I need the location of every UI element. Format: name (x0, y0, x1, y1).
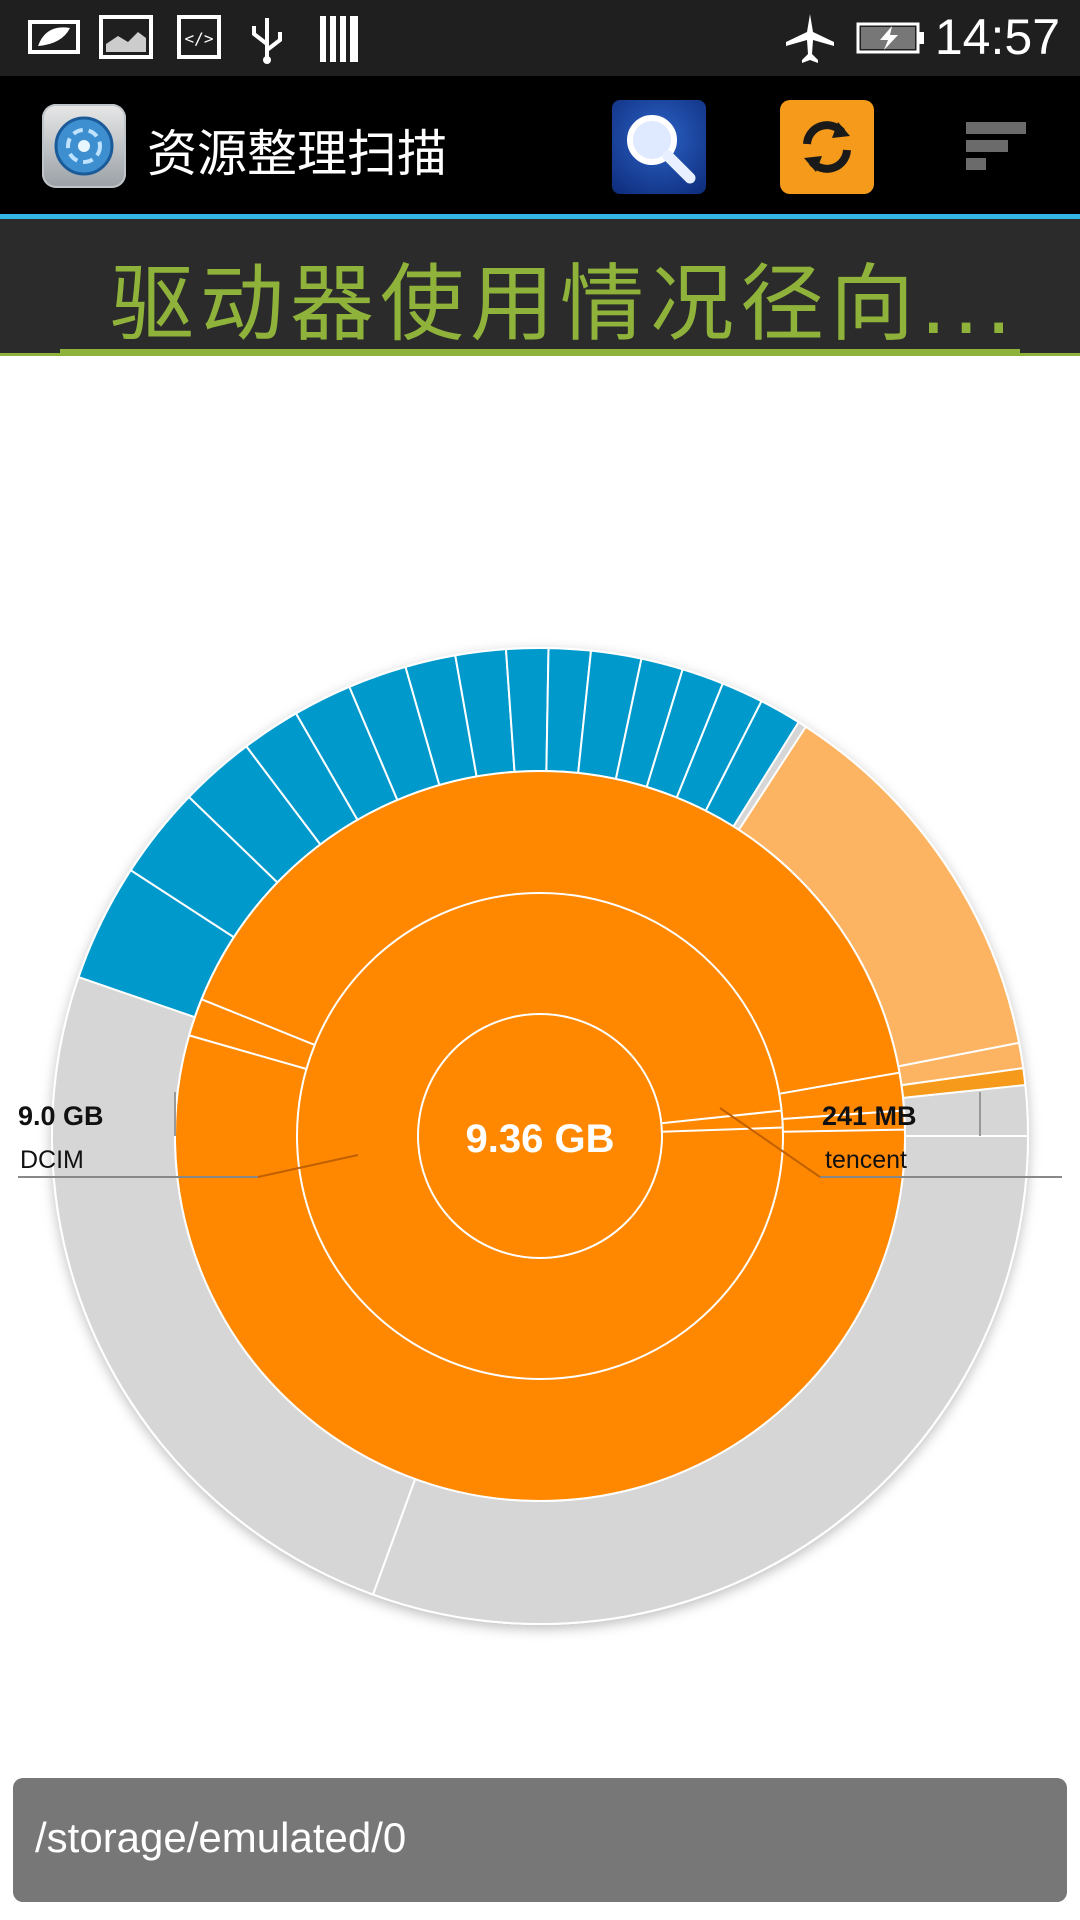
sunburst-chart[interactable]: 9.0 GB DCIM 241 MB tencent 9.36 GB (0, 356, 1080, 1756)
image-icon (99, 15, 153, 59)
clock: 14:57 (934, 9, 1060, 65)
menu-sort-icon (966, 122, 1026, 170)
battery-leaf-icon (28, 20, 80, 54)
battery-charging-icon (856, 22, 924, 54)
svg-text:</>: </> (185, 29, 214, 48)
callout-name-label: DCIM (20, 1146, 84, 1174)
barcode-icon (320, 16, 358, 62)
total-size-label: 9.36 GB (466, 1117, 615, 1161)
current-path-bar[interactable]: /storage/emulated/0 (13, 1778, 1067, 1902)
sunburst-rings (51, 646, 1030, 1625)
app-scan-icon[interactable] (42, 104, 126, 188)
callout-size-label: 241 MB (822, 1101, 917, 1131)
refresh-icon (803, 121, 851, 173)
callout-size-label: 9.0 GB (18, 1101, 104, 1131)
page-title: 驱动器使用情况径向... (110, 255, 1019, 353)
folder-segment-blue[interactable] (504, 647, 550, 773)
callout-tencent[interactable]: 241 MB tencent (719, 1092, 1062, 1178)
action-bar: 资源整理扫描 (0, 76, 1080, 214)
banner-divider (0, 353, 1080, 356)
page-title-banner: 驱动器使用情况径向... (0, 219, 1080, 356)
callout-pointer (257, 1154, 359, 1178)
tencent-child-segment[interactable] (781, 1109, 906, 1133)
refresh-button[interactable] (780, 100, 874, 194)
callout-dcim[interactable]: 9.0 GB DCIM (18, 1092, 359, 1178)
code-icon: </> (177, 15, 221, 59)
action-bar-divider (0, 214, 1080, 219)
current-path: /storage/emulated/0 (35, 1814, 407, 1861)
title-underline (60, 349, 1020, 356)
search-icon (627, 115, 696, 184)
usb-icon (252, 18, 282, 64)
root-ring[interactable] (417, 1013, 663, 1259)
callout-pointer (719, 1107, 821, 1178)
app-title: 资源整理扫描 (147, 125, 447, 183)
airplane-icon (786, 14, 834, 63)
callout-name-label: tencent (825, 1146, 907, 1174)
dcim-segment[interactable] (187, 997, 316, 1071)
search-button[interactable] (612, 100, 706, 194)
sort-menu-button[interactable] (962, 116, 1032, 176)
status-bar: </> 14:57 (0, 0, 1080, 76)
